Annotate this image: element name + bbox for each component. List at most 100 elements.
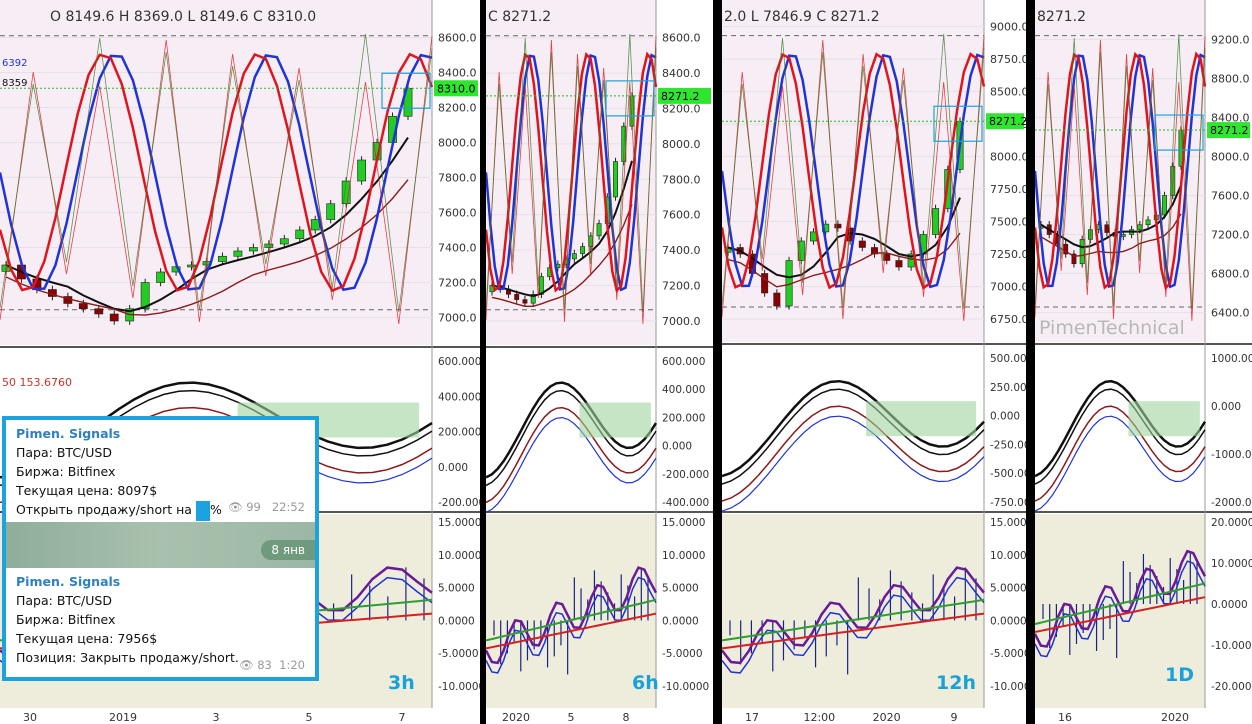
view-count: 83: [257, 658, 272, 672]
signal-price: Текущая цена: 8097$: [16, 483, 158, 498]
price-tick-label: 8400.0: [662, 67, 701, 80]
osc1-tick-label: 200.000: [438, 427, 480, 439]
price-tick-label: 7000.0: [438, 312, 477, 325]
last-price-tag: [658, 87, 711, 104]
candle-body: [357, 159, 367, 182]
osc1-blue-line: [486, 416, 657, 513]
price-tick-label: 8400.0: [438, 67, 477, 80]
osc1-red-line: [1035, 405, 1206, 502]
price-tick-label: 9000.0: [990, 21, 1026, 34]
chart-12h-canvas[interactable]: 6750.07000.07250.07500.07750.08000.08250…: [722, 0, 1026, 724]
timeframe-label-6h: 6h: [632, 672, 659, 694]
osc2-tick-label: 0.0000: [990, 615, 1026, 627]
price-tick-label: 8000.0: [1211, 151, 1250, 164]
timeframe-label-3h: 3h: [388, 672, 415, 694]
candle-body: [94, 308, 104, 315]
osc1-black-line-2: [722, 388, 985, 485]
candle-body: [522, 299, 528, 304]
signal-exchange: Биржа: Bitfinex: [16, 612, 116, 627]
osc1-red-line: [486, 406, 657, 504]
candle-body: [109, 313, 119, 322]
time-tick-label: 2020: [873, 711, 901, 724]
time-tick-label: 3: [213, 711, 220, 724]
candle-body: [295, 229, 305, 240]
price-tick-label: 7750.0: [990, 183, 1026, 196]
osc1-tick-label: -750.000: [990, 497, 1026, 509]
chart-panel-3h[interactable]: 7000.0 7200.0 7400.0 7600.0 7800.0 8000.0 8200…: [0, 0, 480, 724]
signal-meta-2: 👁 83 1:20: [239, 656, 305, 675]
osc1-black-line: [1035, 379, 1207, 478]
osc2-tick-label: 10.0000: [438, 550, 480, 562]
ohlc-readout-1d: 8271.2: [1037, 9, 1086, 25]
candle-body: [218, 255, 227, 262]
osc2-tick-label: -5.0000: [438, 648, 479, 660]
last-price-label: 8271.2: [1210, 124, 1249, 137]
osc2-tick-label: 10.0000: [990, 550, 1026, 562]
osc2-tick-label: 15.0000: [990, 517, 1026, 529]
price-tick-label: 7600.0: [662, 209, 701, 222]
candle-body: [514, 293, 520, 300]
ohlc-readout-3h: O 8149.6 H 8369.0 L 8149.6 C 8310.0: [50, 9, 317, 25]
chart-panel-12h[interactable]: 6750.07000.07250.07500.07750.08000.08250…: [722, 0, 1026, 724]
osc2-tick-label: -20.0000: [1211, 681, 1252, 693]
osc2-tick-label: -10.0000: [438, 681, 480, 693]
chart-6h-canvas[interactable]: 7000.07200.07400.07600.07800.08000.08200…: [486, 0, 713, 724]
signal-title: Pimen. Signals: [16, 574, 121, 589]
osc1-tick-label: 0.000: [438, 462, 468, 474]
price-tick-label: 8000.0: [990, 151, 1026, 164]
osc1-area-green: [1128, 401, 1200, 437]
candle-body: [140, 282, 150, 310]
price-tick-label: 7800.0: [438, 172, 477, 185]
candle-body: [932, 208, 940, 235]
osc2-tick-label: 20.0000: [1211, 517, 1252, 529]
signal-meta-1: 👁 99 22:52: [228, 498, 305, 517]
message-time: 22:52: [271, 500, 305, 514]
time-tick-label: 9: [951, 711, 958, 724]
osc2-tick-label: 0.0000: [1211, 599, 1248, 611]
last-price-tag: [1207, 122, 1250, 139]
candle-body: [530, 293, 536, 304]
eye-icon: 👁: [238, 658, 254, 672]
osc2-tick-label: 5.0000: [990, 583, 1026, 595]
stoch-blue-line: [0, 53, 433, 292]
osc1-values-label: 50 153.6760: [2, 376, 72, 389]
chart-panel-1d[interactable]: 6400.0 6800.0 7200.0 7600.0 8000.0 8400.0 8800…: [1035, 0, 1252, 724]
candle-body: [895, 260, 903, 268]
candle-body: [596, 223, 602, 237]
chart-panel-6h[interactable]: 7000.0 7200.0 7400.0 7600.0 7800.0 8000.0 8200…: [486, 0, 713, 724]
time-tick-label: 12:00: [803, 711, 835, 724]
stoch-blue-line: [486, 53, 657, 292]
candle-body: [773, 292, 781, 307]
osc2-purple-line: [486, 566, 658, 665]
osc1-black-line-2: [1035, 388, 1206, 485]
view-count: 99: [246, 500, 261, 514]
text-cursor: [195, 500, 210, 521]
signal-message-1: Pimen. Signals Пара: BTC/USD Биржа: Bitf…: [6, 420, 315, 522]
candle-body: [248, 247, 258, 252]
osc1-black-line-2: [486, 389, 657, 487]
eye-icon: 👁: [227, 500, 243, 514]
candle-body: [571, 253, 577, 260]
osc1-area-green: [866, 401, 977, 437]
osc2-tick-label: 15.0000: [662, 517, 705, 529]
osc1-tick-label: 0.000: [662, 441, 692, 453]
candle-body: [580, 246, 586, 254]
candle-body: [1071, 253, 1077, 265]
candle-body: [187, 264, 196, 268]
chart-1d-canvas[interactable]: 6400.0 6800.0 7200.0 7600.0 8000.0 8400.0 8800…: [1035, 0, 1252, 724]
last-price-tag: [434, 80, 478, 97]
candle-body: [834, 223, 842, 229]
price-tick-label: 8200.0: [438, 102, 477, 115]
osc1-tick-label: 400.000: [438, 391, 480, 403]
osc2-tick-label: -5.0000: [662, 648, 703, 660]
annotation-box: [933, 105, 983, 142]
ohlc-readout-6h: C 8271.2: [488, 9, 552, 25]
ma-line-darkred: [491, 204, 633, 307]
price-tick-label: 6750.0: [990, 313, 1026, 326]
price-tick-label: 7200.0: [438, 277, 477, 290]
price-tick-label: 7000.0: [990, 281, 1026, 294]
time-tick-label: 16: [1058, 711, 1072, 724]
time-tick-label: 2020: [502, 711, 530, 724]
zigzag-green: [722, 33, 985, 310]
osc1-tick-label: 0.000: [990, 411, 1020, 423]
